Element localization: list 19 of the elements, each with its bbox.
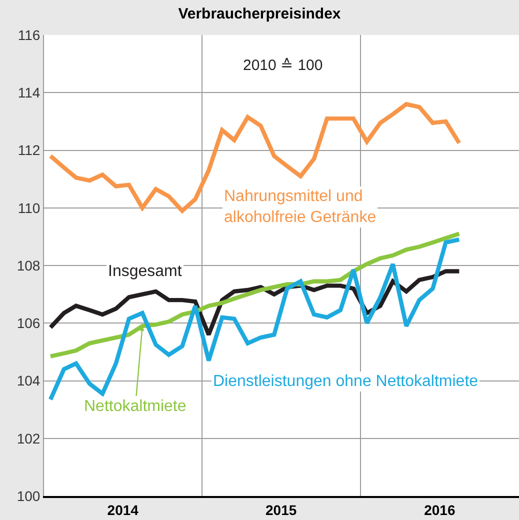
text: Nettokaltmiete	[84, 398, 186, 415]
x-tick-label: 2016	[424, 502, 456, 518]
line-series	[48, 232, 462, 358]
y-tick-label: 112	[18, 142, 40, 158]
y-tick-label: 106	[16, 315, 40, 332]
y-tick-label: 100	[16, 488, 40, 504]
chart-title: Verbraucherpreisindex	[178, 5, 342, 22]
annotation: 2010 ≙ 100	[243, 57, 323, 74]
series-label: Nahrungsmittel und alkoholfreie Getränke	[224, 188, 376, 226]
y-tick-label: 116	[18, 26, 40, 43]
x-tick-label: 2014	[107, 502, 139, 518]
y-tick-label: 110	[18, 200, 40, 216]
y-tick-label: 108	[16, 257, 40, 274]
y-tick-label: 114	[18, 84, 40, 101]
series-label: Dienstleistungen ohne Nettokaltmiete	[213, 373, 478, 390]
series-label: Insgesamt	[108, 263, 182, 280]
x-tick-label: 2015	[265, 502, 297, 518]
y-tick-label: 102	[16, 430, 40, 446]
y-tick-label: 104	[16, 372, 40, 389]
